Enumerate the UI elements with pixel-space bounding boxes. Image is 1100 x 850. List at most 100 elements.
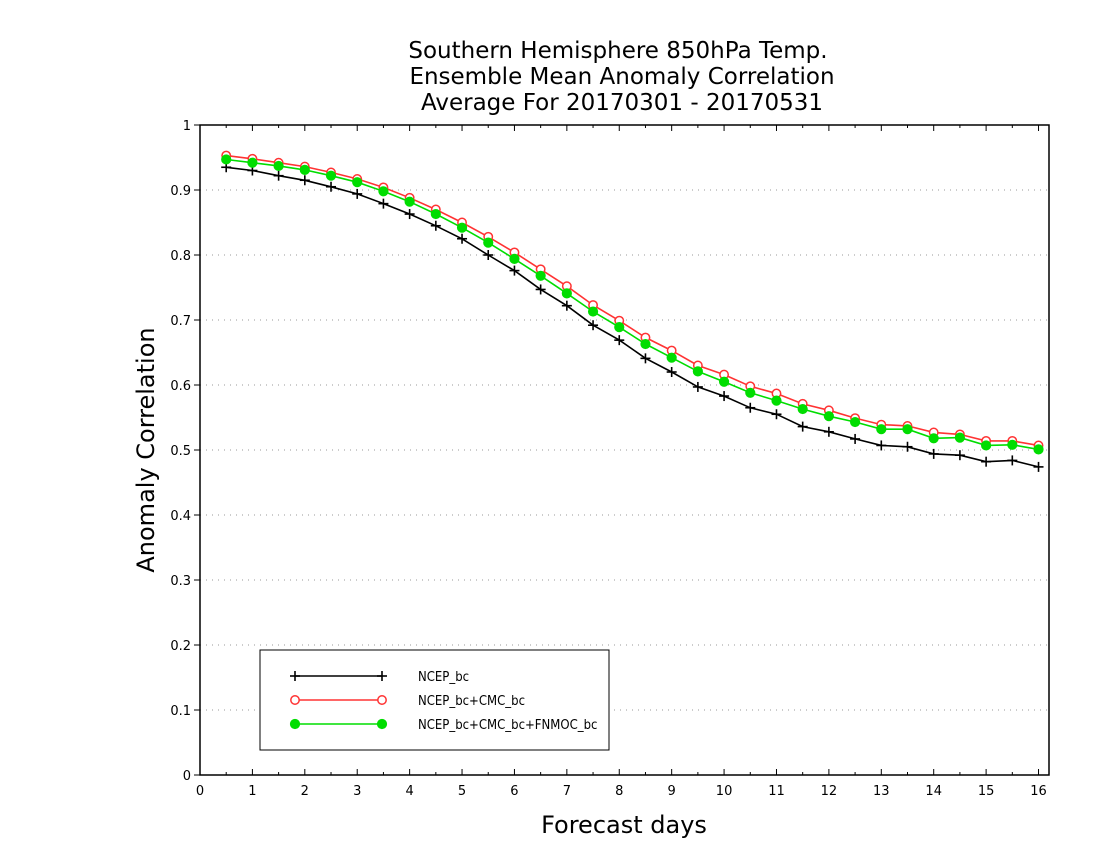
series-0-point-2 <box>273 170 284 181</box>
y-axis-ticks: 0 0.1 0.2 0.3 0.4 0.5 0.6 0.7 0.8 0.9 1 <box>170 119 200 784</box>
legend-entry-1: NCEP_bc+CMC_bc <box>290 694 525 709</box>
legend-entry-0: NCEP_bc <box>290 670 469 685</box>
y-tick-label-9: 0.9 <box>170 184 191 199</box>
x-tick-label-7: 7 <box>563 784 571 799</box>
x-tick-label-15: 15 <box>978 784 995 799</box>
legend-marker-end-0 <box>377 671 387 681</box>
legend-marker-end-2 <box>376 718 388 730</box>
series-0-point-23 <box>823 426 834 437</box>
legend-entry-2: NCEP_bc+CMC_bc+FNMOC_bc <box>289 718 597 733</box>
series-1 <box>221 150 1044 451</box>
title-line-2: Ensemble Mean Anomaly Correlation <box>409 64 834 90</box>
legend-label-2: NCEP_bc+CMC_bc+FNMOC_bc <box>418 718 597 733</box>
series-0-point-7 <box>404 209 415 220</box>
series-2-point-26 <box>902 424 913 435</box>
series-0-point-22 <box>797 421 808 432</box>
y-tick-label-5: 0.5 <box>170 444 191 459</box>
x-tick-label-6: 6 <box>510 784 518 799</box>
x-tick-label-14: 14 <box>925 784 942 799</box>
y-tick-label-4: 0.4 <box>170 509 191 524</box>
x-tick-label-3: 3 <box>353 784 361 799</box>
series-0-point-18 <box>692 381 703 392</box>
x-tick-label-9: 9 <box>668 784 676 799</box>
chart-title: Southern Hemisphere 850hPa Temp. Ensembl… <box>408 38 834 116</box>
series-2-point-9 <box>456 222 468 233</box>
series-line-2 <box>226 158 1039 451</box>
series-0-point-28 <box>954 450 965 461</box>
series-0-point-26 <box>902 441 913 452</box>
series-2-point-21 <box>771 395 782 406</box>
series-0-point-12 <box>535 284 546 295</box>
x-tick-label-12: 12 <box>821 784 838 799</box>
legend-marker-start-1 <box>290 695 300 705</box>
series-0-point-21 <box>771 409 782 420</box>
y-axis-label: Anomaly Correlation <box>132 327 160 572</box>
series-2-point-12 <box>535 270 546 281</box>
series-2-point-7 <box>404 196 415 207</box>
series-2-point-13 <box>561 288 572 299</box>
x-tick-label-16: 16 <box>1030 784 1047 799</box>
series-0-point-3 <box>299 175 310 186</box>
y-tick-label-2: 0.2 <box>170 639 191 654</box>
series-2-point-29 <box>981 440 992 451</box>
series-2-point-8 <box>430 208 441 220</box>
series-0-point-8 <box>430 220 441 231</box>
series-0-point-25 <box>876 440 887 451</box>
series-2-point-30 <box>1007 439 1018 450</box>
series-2-point-25 <box>876 424 887 435</box>
y-tick-label-6: 0.6 <box>170 379 191 394</box>
series-2-point-16 <box>640 338 651 350</box>
legend-marker-start-0 <box>290 671 300 681</box>
y-tick-label-3: 0.3 <box>170 574 191 589</box>
series-2-point-1 <box>247 157 258 168</box>
series-0-point-13 <box>561 300 572 311</box>
series-2-point-23 <box>823 411 834 422</box>
series-0-point-20 <box>745 402 756 413</box>
legend-marker-start-2 <box>289 718 301 730</box>
y-tick-label-8: 0.8 <box>170 249 191 264</box>
series-0-point-31 <box>1033 461 1044 472</box>
x-tick-label-5: 5 <box>458 784 466 799</box>
series-0-point-27 <box>928 448 939 459</box>
y-tick-label-1: 0.1 <box>170 704 191 719</box>
series-line-1 <box>226 154 1039 447</box>
x-tick-label-4: 4 <box>405 784 413 799</box>
y-tick-label-0: 0 <box>183 769 191 784</box>
legend-label-0: NCEP_bc <box>418 670 469 685</box>
series-2-point-31 <box>1033 444 1044 455</box>
title-line-1: Southern Hemisphere 850hPa Temp. <box>408 38 827 64</box>
x-tick-label-13: 13 <box>873 784 890 799</box>
series-2-point-3 <box>299 164 310 175</box>
series-0 <box>221 162 1044 472</box>
series-0-point-6 <box>378 198 389 209</box>
series-2 <box>221 154 1044 455</box>
series-2-point-2 <box>273 160 284 172</box>
series-2-point-27 <box>928 433 939 444</box>
x-tick-label-1: 1 <box>248 784 256 799</box>
series-0-point-15 <box>614 335 625 346</box>
series-lines <box>221 150 1044 472</box>
series-0-point-9 <box>457 233 468 244</box>
series-0-point-30 <box>1007 455 1018 466</box>
title-line-3: Average For 20170301 - 20170531 <box>421 90 823 116</box>
series-2-point-15 <box>614 322 625 333</box>
series-0-point-24 <box>850 433 861 444</box>
series-0-point-4 <box>326 181 337 192</box>
series-2-point-18 <box>692 366 703 377</box>
series-2-point-19 <box>718 376 730 387</box>
series-2-point-17 <box>666 352 677 363</box>
series-0-point-29 <box>981 456 992 467</box>
legend-label-1: NCEP_bc+CMC_bc <box>418 694 525 709</box>
x-axis-label: Forecast days <box>541 811 707 839</box>
series-0-point-10 <box>483 250 494 260</box>
x-axis-ticks: 0 1 2 3 4 5 6 7 8 9 10 11 12 13 14 15 16 <box>196 125 1047 799</box>
y-tick-label-10: 1 <box>183 119 191 134</box>
series-2-point-14 <box>587 306 599 317</box>
series-2-point-22 <box>797 403 808 415</box>
x-tick-label-2: 2 <box>301 784 309 799</box>
series-2-point-11 <box>509 253 520 264</box>
series-2-point-24 <box>849 416 861 428</box>
x-tick-label-11: 11 <box>768 784 785 799</box>
series-2-point-20 <box>745 387 756 398</box>
